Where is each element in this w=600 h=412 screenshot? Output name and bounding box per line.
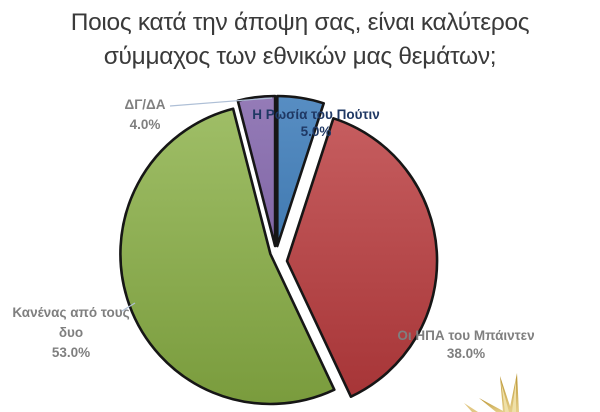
pie-slice-russia xyxy=(276,94,325,248)
pie-slice-none xyxy=(119,107,336,406)
pie-label-none-pct: 53.0% xyxy=(51,345,91,360)
pie-label-usa-pct: 38.0% xyxy=(446,345,486,361)
pie-label-russia: Η Ρωσία του Πούτιν 5.0% xyxy=(226,106,406,140)
pie-label-russia-name: Η Ρωσία του Πούτιν xyxy=(252,107,380,122)
pie-label-dk-pct: 4.0% xyxy=(129,116,161,132)
pie-label-none-name2: δυο xyxy=(58,325,84,340)
chart-title-line2: σύμμαχος των εθνικών μας θεμάτων; xyxy=(103,43,497,70)
pie-label-dk-name: ΔΓ/ΔΑ xyxy=(124,97,166,112)
gold-star-rays-icon xyxy=(464,373,519,412)
leader-line-none xyxy=(121,302,136,312)
pie-label-dk: ΔΓ/ΔΑ 4.0% xyxy=(95,95,195,134)
pie-label-none-name1: Κανένας από τους xyxy=(12,305,130,320)
pie-label-none: Κανένας από τους δυο 53.0% xyxy=(6,303,136,363)
chart-title: Ποιος κατά την άποψη σας, είναι καλύτερο… xyxy=(0,6,600,74)
leader-line-dk xyxy=(169,97,273,107)
chart-title-line1: Ποιος κατά την άποψη σας, είναι καλύτερο… xyxy=(70,9,530,36)
pie-label-usa-name: Οι ΗΠΑ του Μπάιντεν xyxy=(397,328,535,343)
pie-label-russia-pct: 5.0% xyxy=(300,124,332,139)
pie-label-usa: Οι ΗΠΑ του Μπάιντεν 38.0% xyxy=(381,327,551,362)
pie-slice-usa xyxy=(285,117,439,398)
